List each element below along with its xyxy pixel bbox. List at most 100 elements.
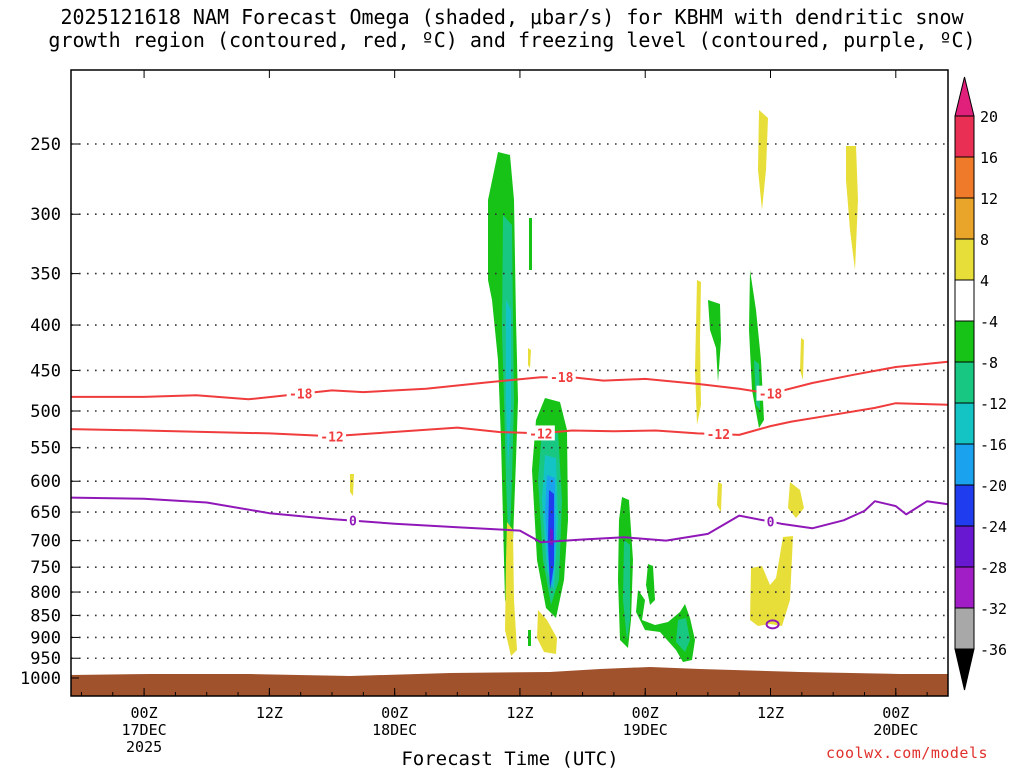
isoline-label-bg (764, 513, 777, 529)
chart-title-line-1: 2025121618 NAM Forecast Omega (shaded, μ… (60, 5, 964, 29)
isoline-label-0-2: -18 (759, 388, 783, 403)
isoline-label-2-1: 0 (767, 516, 775, 531)
colorbar-swatch-1 (954, 156, 975, 199)
x-tick-label-4-1: 19DEC (623, 721, 668, 739)
isoline-label-0-1: -18 (550, 371, 574, 386)
colorbar-swatch-7 (954, 402, 975, 445)
site-credit: coolwx.com/models (826, 744, 989, 762)
colorbar-label-0: 20 (980, 108, 998, 126)
chart-title-line-2: growth region (contoured, red, ºC) and f… (48, 28, 976, 52)
omega-region-sinking-10 (537, 610, 557, 654)
isoline-1 (70, 402, 949, 438)
colorbar-swatch-4 (954, 279, 975, 322)
y-tick-label-400: 400 (30, 316, 61, 336)
colorbar-label-10: -24 (980, 518, 1007, 536)
colorbar-swatch-10 (954, 525, 975, 568)
colorbar-label-6: -8 (980, 354, 998, 372)
colorbar-label-1: 16 (980, 149, 998, 167)
y-axis: 2503003504004505005506006507007508008509… (20, 135, 79, 689)
plot-frame (70, 69, 949, 697)
omega-region-sinking-7 (717, 482, 722, 512)
y-tick-label-450: 450 (30, 361, 61, 381)
colorbar-label-4: 4 (980, 272, 989, 290)
temperature-contours: -18 -18 -18 -12 -12 -12 0 0 (70, 360, 949, 630)
isoline-label-2-0: 0 (349, 515, 357, 530)
x-tick-label-2-1: 18DEC (372, 721, 417, 739)
colorbar-top-arrow (954, 76, 975, 117)
omega-region-upward-3b (623, 540, 630, 640)
colorbar-swatch-2 (954, 197, 975, 240)
omega-region-upward-1d (529, 218, 532, 270)
isoline-freezing-closed (765, 619, 780, 630)
y-tick-label-300: 300 (30, 205, 61, 225)
isoline-label-1-0: -12 (320, 430, 343, 445)
omega-region-sinking-6 (350, 474, 354, 496)
y-tick-label-900: 900 (30, 628, 61, 648)
colorbar-swatch-6 (954, 361, 975, 404)
isoline-label-bg (547, 369, 576, 385)
colorbar-swatch-0 (954, 115, 975, 158)
omega-region-upward-3e (676, 618, 690, 652)
x-tick-label-6-1: 20DEC (873, 721, 918, 739)
colorbar-label-5: -4 (980, 313, 998, 331)
y-tick-label-650: 650 (30, 503, 61, 523)
omega-region-upward-5 (528, 630, 531, 646)
y-tick-label-850: 850 (30, 606, 61, 626)
omega-region-upward-3d (646, 564, 655, 605)
colorbar-label-2: 12 (980, 190, 998, 208)
isoline-label-0-0: -18 (289, 388, 313, 403)
omega-region-sinking-4 (800, 338, 804, 380)
isoline-label-bg (756, 385, 785, 401)
x-tick-label-1-0: 12Z (256, 704, 283, 722)
omega-region-sinking-9 (505, 522, 517, 656)
x-tick-label-4-0: 00Z (632, 704, 659, 722)
isoline-label-bg (346, 512, 359, 528)
omega-region-upward-4a (708, 300, 721, 382)
colorbar-swatch-9 (954, 484, 975, 527)
omega-region-sinking-5 (528, 348, 531, 368)
colorbar-legend: 20 16 12 8 4 -4 -8 -12 -16 -20 -24 -28 -32 -36 (954, 76, 1007, 691)
y-tick-label-250: 250 (30, 135, 61, 155)
colorbar-swatch-11 (954, 566, 975, 609)
omega-region-upward-1c (506, 300, 511, 470)
y-tick-label-800: 800 (30, 583, 61, 603)
omega-region-sinking-11 (750, 536, 793, 626)
x-tick-label-5-0: 12Z (757, 704, 784, 722)
isoline-label-bg (286, 385, 315, 401)
y-tick-label-700: 700 (30, 532, 61, 552)
colorbar-label-13: -36 (980, 641, 1007, 659)
colorbar-label-11: -28 (980, 559, 1007, 577)
isoline-label-bg (704, 426, 733, 442)
x-tick-label-2-0: 00Z (381, 704, 408, 722)
y-tick-label-1000: 1000 (20, 669, 61, 689)
y-tick-label-500: 500 (30, 402, 61, 422)
omega-region-sinking-3 (695, 280, 701, 425)
y-tick-label-600: 600 (30, 472, 61, 492)
x-tick-label-3-0: 12Z (506, 704, 533, 722)
isoline-2 (70, 496, 949, 544)
colorbar-label-9: -20 (980, 477, 1007, 495)
omega-region-sinking-2 (846, 146, 858, 270)
omega-shading (350, 110, 858, 662)
colorbar-label-12: -32 (980, 600, 1007, 618)
y-tick-label-750: 750 (30, 558, 61, 578)
omega-region-sinking-8 (788, 482, 804, 518)
x-tick-label-6-0: 00Z (882, 704, 909, 722)
colorbar-label-8: -16 (980, 436, 1007, 454)
colorbar-label-7: -12 (980, 395, 1007, 413)
omega-region-sinking-1 (758, 110, 768, 210)
y-tick-label-550: 550 (30, 439, 61, 459)
chart-title: 2025121618 NAM Forecast Omega (shaded, μ… (0, 6, 1024, 52)
colorbar-label-3: 8 (980, 231, 989, 249)
colorbar-swatch-8 (954, 443, 975, 486)
isoline-label-1-2: -12 (707, 428, 730, 443)
isoline-label-1-1: -12 (529, 427, 552, 442)
x-tick-label-0-0: 00Z (131, 704, 158, 722)
x-axis-title: Forecast Time (UTC) (401, 748, 618, 768)
terrain-below-ground (71, 667, 948, 696)
isoline-label-bg (526, 425, 555, 441)
colorbar-bottom-arrow (954, 648, 975, 691)
isoline-label-bg (318, 428, 347, 444)
